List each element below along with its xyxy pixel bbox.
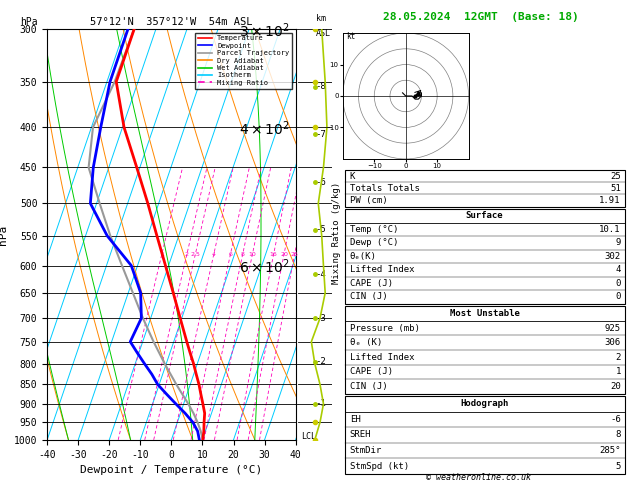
Text: CIN (J): CIN (J) [350, 382, 387, 391]
Text: Surface: Surface [466, 211, 503, 220]
Legend: Temperature, Dewpoint, Parcel Trajectory, Dry Adiabat, Wet Adiabat, Isotherm, Mi: Temperature, Dewpoint, Parcel Trajectory… [195, 33, 292, 88]
Text: 8: 8 [615, 431, 621, 439]
Text: 9: 9 [615, 238, 621, 247]
Text: 1.91: 1.91 [599, 196, 621, 205]
Text: © weatheronline.co.uk: © weatheronline.co.uk [426, 473, 530, 482]
Text: -6: -6 [316, 178, 326, 187]
Text: -4: -4 [316, 270, 326, 278]
Text: LCL: LCL [301, 432, 316, 441]
Text: kt: kt [346, 33, 355, 41]
Text: 0: 0 [615, 293, 621, 301]
Text: 25: 25 [610, 172, 621, 181]
Text: -6: -6 [610, 415, 621, 424]
Text: 20: 20 [610, 382, 621, 391]
Text: 2.5: 2.5 [191, 252, 200, 257]
Text: 4: 4 [212, 252, 216, 257]
Text: Pressure (mb): Pressure (mb) [350, 324, 420, 332]
Text: StmDir: StmDir [350, 446, 382, 455]
Text: hPa: hPa [20, 17, 38, 27]
Text: 16: 16 [270, 252, 277, 257]
Text: StmSpd (kt): StmSpd (kt) [350, 462, 409, 470]
Text: 4: 4 [615, 265, 621, 275]
Text: -7: -7 [316, 130, 326, 139]
Text: EH: EH [350, 415, 360, 424]
Text: 6: 6 [228, 252, 232, 257]
Text: 10.1: 10.1 [599, 225, 621, 234]
Text: Lifted Index: Lifted Index [350, 353, 415, 362]
Text: 8: 8 [241, 252, 245, 257]
Text: Totals Totals: Totals Totals [350, 184, 420, 193]
Text: 20: 20 [280, 252, 288, 257]
Text: 1: 1 [160, 252, 164, 257]
Text: km: km [316, 15, 326, 23]
Text: SREH: SREH [350, 431, 371, 439]
Text: 2: 2 [185, 252, 189, 257]
Text: 1: 1 [615, 367, 621, 376]
Text: PW (cm): PW (cm) [350, 196, 387, 205]
Text: -2: -2 [316, 357, 326, 366]
Text: 10: 10 [248, 252, 256, 257]
Text: -8: -8 [316, 82, 326, 91]
Text: θₑ(K): θₑ(K) [350, 252, 377, 261]
Text: 285°: 285° [599, 446, 621, 455]
Y-axis label: hPa: hPa [0, 225, 8, 244]
Text: 5: 5 [615, 462, 621, 470]
Text: -1: -1 [316, 399, 326, 408]
Text: Temp (°C): Temp (°C) [350, 225, 398, 234]
Text: CAPE (J): CAPE (J) [350, 279, 392, 288]
Text: θₑ (K): θₑ (K) [350, 338, 382, 347]
Text: 28.05.2024  12GMT  (Base: 18): 28.05.2024 12GMT (Base: 18) [383, 12, 579, 22]
Text: 25: 25 [291, 252, 299, 257]
Text: 306: 306 [604, 338, 621, 347]
Text: CIN (J): CIN (J) [350, 293, 387, 301]
Text: -3: -3 [316, 313, 326, 323]
Text: -5: -5 [316, 225, 326, 234]
Text: 302: 302 [604, 252, 621, 261]
Text: Hodograph: Hodograph [460, 399, 509, 408]
Text: ASL: ASL [316, 29, 331, 38]
Text: 0: 0 [615, 279, 621, 288]
Text: Mixing Ratio (g/kg): Mixing Ratio (g/kg) [332, 182, 341, 284]
Text: Most Unstable: Most Unstable [450, 309, 520, 318]
Text: 925: 925 [604, 324, 621, 332]
Text: Lifted Index: Lifted Index [350, 265, 415, 275]
X-axis label: Dewpoint / Temperature (°C): Dewpoint / Temperature (°C) [81, 465, 262, 475]
Text: K: K [350, 172, 355, 181]
Text: CAPE (J): CAPE (J) [350, 367, 392, 376]
Text: 2: 2 [615, 353, 621, 362]
Text: 51: 51 [610, 184, 621, 193]
Text: Dewp (°C): Dewp (°C) [350, 238, 398, 247]
Title: 57°12'N  357°12'W  54m ASL: 57°12'N 357°12'W 54m ASL [90, 17, 253, 27]
